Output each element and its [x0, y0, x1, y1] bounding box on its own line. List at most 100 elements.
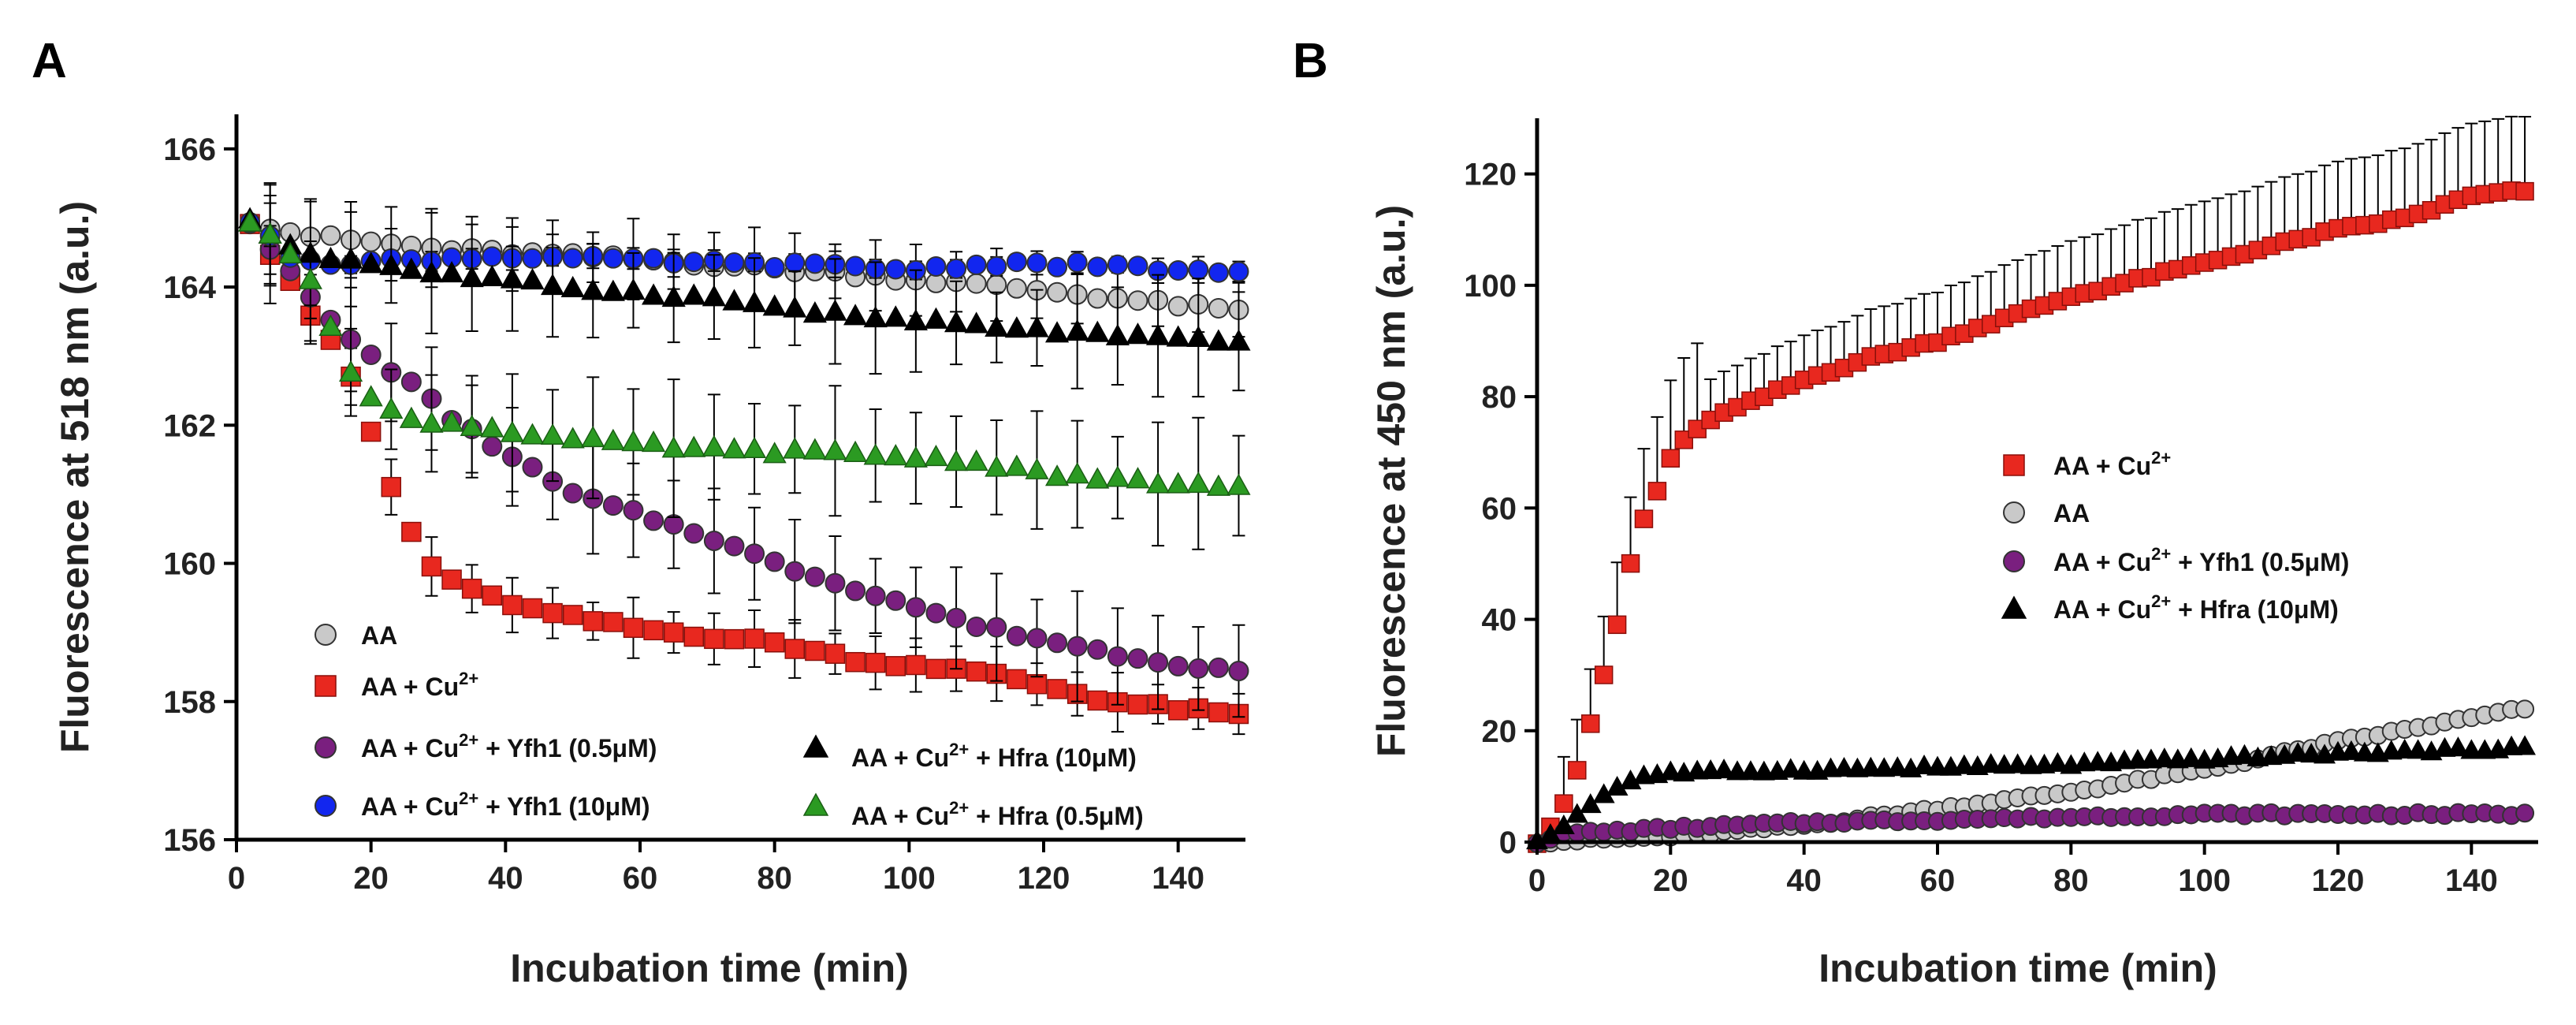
data-point-aa [966, 273, 987, 294]
data-point-hfra_high [601, 279, 625, 301]
data-point-hfra_low [1126, 467, 1150, 489]
data-point-hfra_high [823, 299, 847, 321]
data-point-hfra_high [1065, 319, 1089, 341]
legend-label-main: AA + Cu [851, 802, 949, 830]
data-point-yfh_high [1127, 255, 1148, 277]
data-point-yfh_high [1188, 259, 1209, 281]
x-tick-label: 120 [1018, 861, 1070, 896]
data-point-cu [542, 602, 563, 624]
data-point-hfra_low [742, 436, 767, 459]
legend-marker-aa [315, 624, 337, 646]
data-point-hfra_high [1686, 759, 1709, 780]
data-point-cu [1047, 679, 1067, 699]
data-point-hfra_high [1792, 759, 1815, 780]
error-bars-cu [1531, 115, 2532, 844]
legend-marker-hfra_high [2001, 595, 2027, 619]
data-point-yfh_high [764, 257, 785, 278]
data-point-hfra_high [742, 290, 767, 312]
data-point-hfra_high [2300, 743, 2323, 763]
data-point-cu [906, 654, 926, 676]
series-hfra_high [1526, 735, 2536, 850]
legend-label-superscript: 2+ [949, 798, 969, 818]
data-point-cu [502, 594, 523, 616]
data-point-hfra_high [2086, 751, 2109, 771]
data-point-cu [704, 628, 724, 650]
data-point-hfra_low [237, 210, 262, 232]
panel-b-axes [1535, 118, 2538, 844]
data-point-cu [683, 626, 705, 647]
data-point-yfh_low [744, 543, 765, 565]
data-point-cu [1554, 794, 1573, 813]
data-point-yfh_low [2515, 803, 2535, 823]
data-point-hfra_high [1913, 754, 1935, 775]
data-point-yfh_low [562, 483, 583, 504]
y-tick-label: 162 [163, 408, 216, 443]
data-point-hfra_high [1979, 753, 2002, 773]
data-point-hfra_low [338, 360, 363, 382]
data-point-hfra_low [601, 428, 625, 450]
data-point-yfh_low [1047, 632, 1068, 654]
data-point-cu [421, 556, 442, 577]
data-point-yfh_high [986, 255, 1007, 277]
y-tick-label: 160 [163, 547, 216, 582]
data-point-hfra_low [1145, 472, 1171, 494]
data-point-hfra_low [924, 444, 948, 467]
x-tick-label: 80 [2053, 863, 2089, 898]
data-point-hfra_high [702, 285, 726, 307]
data-point-yfh_low [966, 616, 987, 637]
data-point-yfh_low [1228, 661, 1249, 682]
x-tick-label: 0 [1528, 863, 1546, 898]
data-point-hfra_high [1227, 329, 1251, 351]
data-point-yfh_high [1006, 252, 1027, 273]
panel-b-x-axis-title: Incubation time (min) [1818, 946, 2217, 990]
data-point-cu [2515, 181, 2534, 201]
data-point-hfra_low [460, 414, 484, 436]
y-tick-label: 40 [1482, 603, 1517, 638]
x-tick-label: 0 [228, 861, 245, 896]
data-point-hfra_high [2393, 738, 2416, 758]
data-point-cu [1580, 714, 1600, 733]
legend-label-suffix: + Yfh1 (10μM) [478, 792, 650, 821]
x-tick-label: 120 [2312, 863, 2365, 898]
series-hfra_low [237, 182, 1251, 550]
data-point-hfra_high [1166, 325, 1190, 347]
data-point-hfra_high [460, 266, 484, 288]
data-point-hfra_high [2046, 751, 2069, 772]
panel-a-x-axis-title: Incubation time (min) [510, 946, 909, 990]
data-point-aa [2515, 699, 2535, 719]
x-tick-label: 100 [883, 861, 936, 896]
data-point-cu [1607, 615, 1627, 635]
legend-label-suffix: + Hfra (0.5μM) [969, 802, 1143, 830]
legend-entry-aa: AA [315, 621, 397, 650]
data-point-hfra_high [2180, 747, 2202, 767]
legend-marker-cu [2003, 454, 2025, 476]
legend-label-yfh_low: AA + Cu2+ + Yfh1 (0.5μM) [2053, 544, 2349, 576]
legend-label-superscript: 2+ [459, 669, 478, 688]
data-point-hfra_high [1085, 320, 1110, 342]
data-point-hfra_high [2447, 736, 2470, 757]
series-yfh_low [240, 195, 1249, 718]
panel-b-ticks: 0 20 40 60 80 100 120 140 0 20 40 60 80 100 120 [1464, 158, 2497, 898]
data-point-cu [1594, 665, 1614, 684]
data-point-yfh_low [724, 535, 745, 557]
panel-a-axes [234, 114, 1245, 842]
data-point-hfra_high [540, 273, 565, 296]
data-point-yfh_high [683, 252, 705, 273]
data-point-yfh_low [905, 597, 926, 618]
data-point-hfra_high [1659, 760, 1682, 781]
y-tick-label: 20 [1482, 714, 1517, 749]
data-point-hfra_high [2460, 739, 2483, 759]
data-point-hfra_high [581, 278, 605, 300]
x-tick-label: 20 [1653, 863, 1688, 898]
data-point-hfra_low [843, 440, 868, 462]
y-tick-label: 156 [163, 823, 216, 858]
data-point-cu [1208, 702, 1229, 723]
data-point-hfra_high [682, 283, 706, 305]
data-point-cu [805, 640, 825, 662]
data-point-hfra_high [2340, 740, 2362, 760]
y-tick-label: 120 [1464, 158, 1517, 192]
data-point-hfra_high [2127, 748, 2149, 769]
data-point-hfra_high [379, 253, 404, 275]
legend-entry-yfh_low: AA + Cu2+ + Yfh1 (0.5μM) [2003, 544, 2349, 576]
